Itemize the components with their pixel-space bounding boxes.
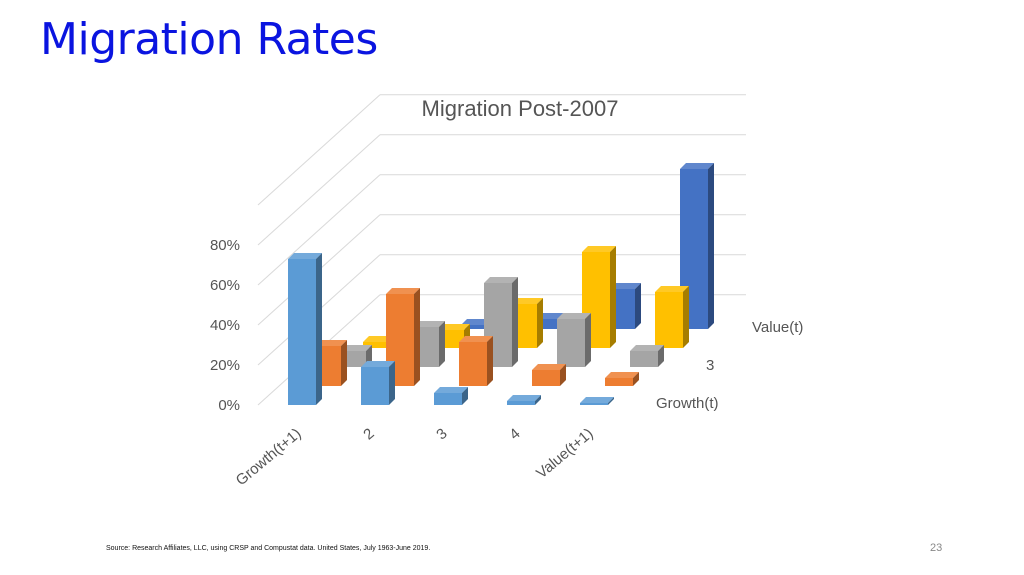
bar — [557, 313, 591, 367]
depth-axis-label: Growth(t) — [656, 395, 719, 412]
source-note: Source: Research Affiliates, LLC, using … — [106, 545, 431, 552]
bar — [605, 372, 639, 386]
bar — [630, 345, 664, 367]
bar — [434, 387, 468, 405]
y-tick-label: 60% — [210, 277, 240, 294]
y-axis-ticks: 0% 20% 40% 60% 80% — [210, 237, 240, 414]
page-number: 23 — [930, 542, 943, 554]
bar — [361, 361, 395, 405]
x-axis-categories: Growth(t+1) 2 3 4 Value(t+1) — [233, 425, 597, 489]
category-label: 2 — [360, 425, 377, 443]
bar — [655, 286, 689, 348]
category-label: Value(t+1) — [533, 425, 596, 482]
bar — [507, 395, 541, 405]
slide-title: Migration Rates — [40, 14, 378, 65]
chart-title: Migration Post-2007 — [422, 96, 619, 121]
bar — [532, 364, 566, 386]
depth-axis-labels: Growth(t) 3 Value(t) — [656, 319, 803, 412]
bar — [582, 246, 616, 348]
y-tick-label: 0% — [218, 397, 240, 414]
y-tick-label: 40% — [210, 317, 240, 334]
depth-axis-label: 3 — [706, 357, 714, 374]
bar — [580, 397, 614, 405]
bar — [288, 253, 322, 405]
y-tick-label: 80% — [210, 237, 240, 254]
category-label: Growth(t+1) — [233, 425, 305, 489]
category-label: 3 — [433, 425, 450, 443]
depth-axis-label: Value(t) — [752, 319, 803, 336]
bar — [459, 336, 493, 386]
category-label: 4 — [506, 425, 523, 443]
y-tick-label: 20% — [210, 357, 240, 374]
chart-bars — [288, 163, 714, 405]
